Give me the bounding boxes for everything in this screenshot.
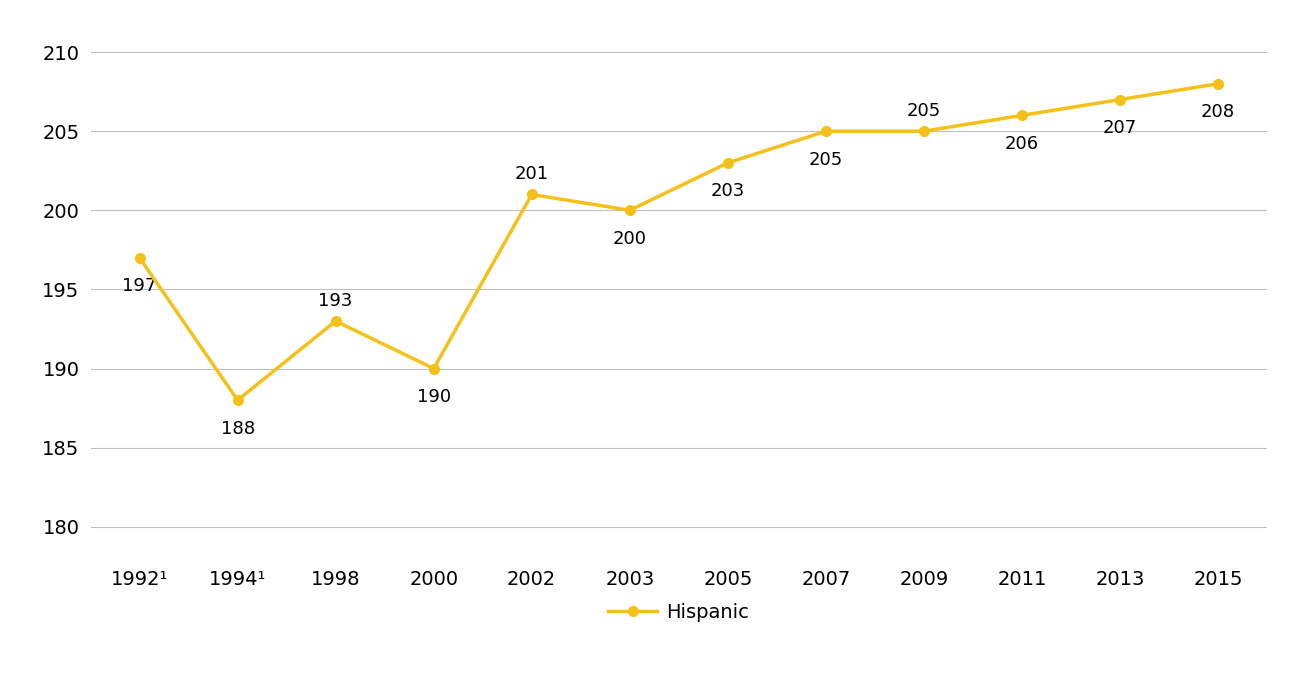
- Text: 205: 205: [906, 102, 941, 120]
- Legend: Hispanic: Hispanic: [600, 595, 758, 629]
- Text: 190: 190: [416, 388, 451, 406]
- Text: 197: 197: [123, 277, 156, 296]
- Text: 208: 208: [1201, 103, 1235, 121]
- Text: 205: 205: [809, 151, 843, 169]
- Text: 207: 207: [1103, 119, 1137, 137]
- Text: 200: 200: [613, 229, 646, 248]
- Text: 203: 203: [711, 183, 745, 200]
- Text: 206: 206: [1005, 135, 1040, 153]
- Text: 193: 193: [318, 292, 353, 310]
- Text: 201: 201: [515, 165, 548, 183]
- Text: 188: 188: [221, 419, 255, 438]
